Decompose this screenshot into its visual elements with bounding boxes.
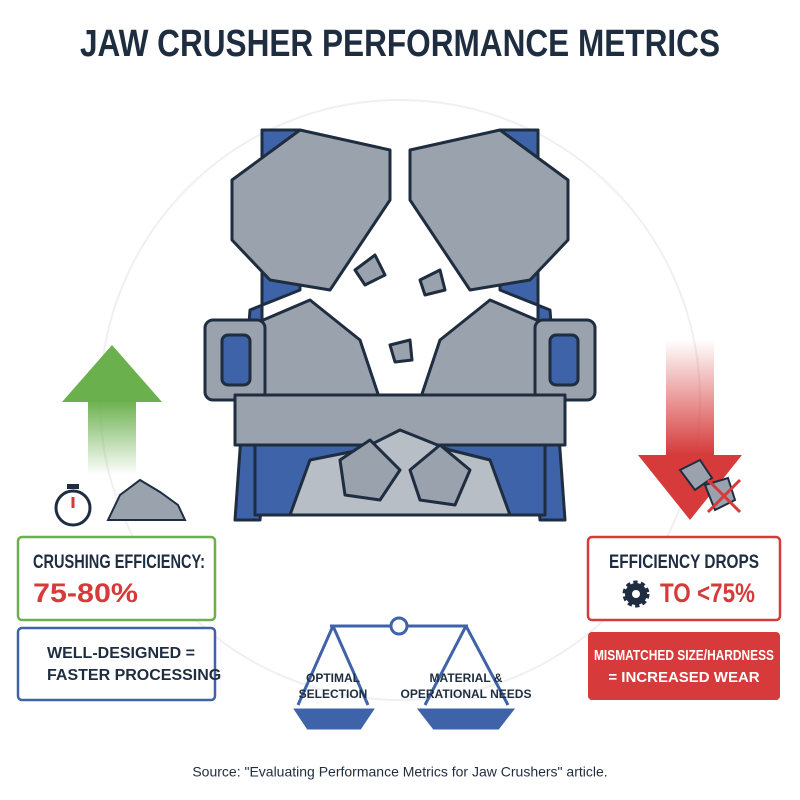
efficiency-box — [16, 535, 217, 622]
note-line: FASTER PROCESSING — [47, 667, 221, 684]
rock-pile-icon — [106, 478, 187, 521]
balance-label: SELECTION — [299, 687, 368, 701]
balance-label: OPTIMAL — [306, 671, 360, 685]
up-arrow — [62, 345, 162, 475]
balance-label: OPERATIONAL NEEDS — [401, 687, 532, 701]
title: JAW CRUSHER PERFORMANCE METRICS — [80, 23, 720, 65]
stopwatch-icon — [54, 484, 92, 527]
balance-scale — [293, 616, 516, 730]
balance-label: MATERIAL & — [430, 671, 503, 685]
source: Source: "Evaluating Performance Metrics … — [192, 764, 607, 780]
warning-box — [588, 632, 780, 700]
note-line: WELL-DESIGNED = — [47, 645, 195, 662]
metric-label: CRUSHING EFFICIENCY: — [33, 552, 205, 573]
note-box — [16, 626, 217, 702]
crusher — [203, 128, 597, 522]
down-arrow — [638, 340, 742, 520]
note-line: = INCREASED WEAR — [608, 669, 759, 686]
metric-value: 75-80% — [33, 578, 138, 608]
gear-hole — [632, 590, 640, 598]
note-line: MISMATCHED SIZE/HARDNESS — [594, 647, 774, 664]
metric-value: TO <75% — [660, 578, 755, 608]
metric-label: EFFICIENCY DROPS — [609, 552, 759, 573]
broken-rocks-icon — [678, 458, 742, 514]
